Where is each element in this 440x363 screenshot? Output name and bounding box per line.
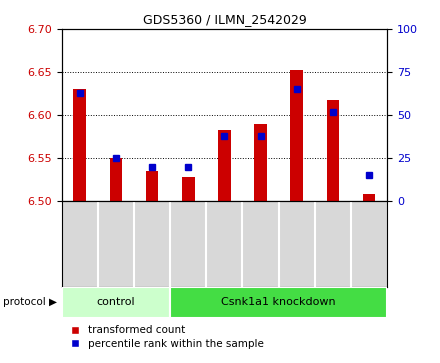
Bar xyxy=(73,89,86,201)
Bar xyxy=(326,99,339,201)
Bar xyxy=(182,177,194,201)
Bar xyxy=(363,194,375,201)
Bar xyxy=(290,70,303,201)
Legend: transformed count, percentile rank within the sample: transformed count, percentile rank withi… xyxy=(67,321,268,353)
Bar xyxy=(254,124,267,201)
Bar xyxy=(146,171,158,201)
Bar xyxy=(62,287,170,318)
Text: Csnk1a1 knockdown: Csnk1a1 knockdown xyxy=(221,297,336,307)
Text: control: control xyxy=(96,297,135,307)
Title: GDS5360 / ILMN_2542029: GDS5360 / ILMN_2542029 xyxy=(143,13,306,26)
Bar xyxy=(170,287,387,318)
Bar xyxy=(218,130,231,201)
Text: protocol ▶: protocol ▶ xyxy=(3,297,57,307)
Bar xyxy=(110,158,122,201)
